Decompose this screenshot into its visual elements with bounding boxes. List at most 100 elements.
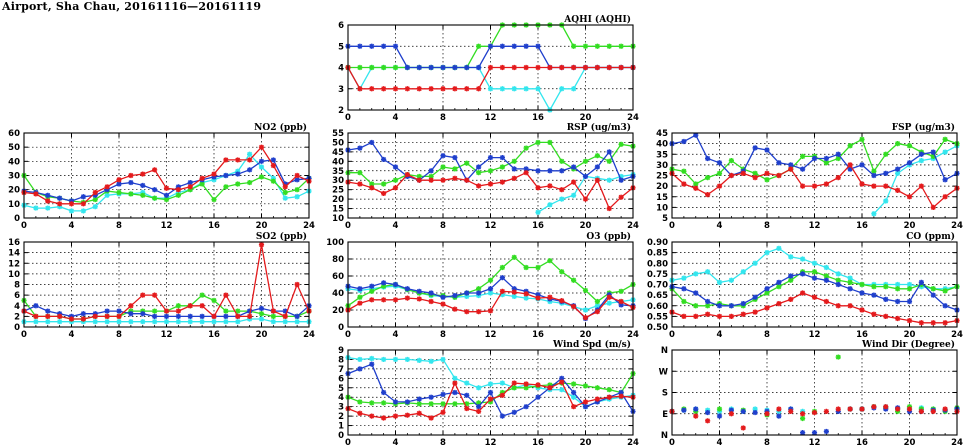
data-point-red (728, 313, 734, 319)
data-point-green (906, 286, 913, 292)
data-point-blue (294, 177, 300, 183)
data-point-red (476, 86, 482, 92)
data-point-cyan (800, 256, 806, 262)
data-point-blue (559, 375, 565, 381)
data-point-green (476, 400, 482, 406)
data-point-green (392, 64, 399, 71)
data-point-blue (693, 406, 699, 412)
data-point-red (930, 204, 936, 210)
data-point-red (104, 184, 110, 190)
data-point-red (883, 404, 889, 410)
data-point-red (499, 288, 505, 294)
data-point-blue (788, 162, 794, 168)
data-point-cyan (282, 319, 288, 325)
plot-frame (23, 241, 310, 328)
data-point-red (835, 406, 841, 412)
data-point-red (199, 303, 205, 309)
data-point-blue (68, 198, 75, 204)
data-point-cyan (618, 173, 624, 180)
data-point-cyan (728, 277, 734, 283)
data-point-green (369, 288, 375, 294)
panel-title: FSP (ug/m3) (892, 122, 955, 133)
data-point-red (547, 183, 553, 189)
data-point-green (859, 281, 865, 288)
data-point-blue (847, 286, 853, 292)
x-tick-label: 12 (809, 330, 821, 340)
data-point-red (942, 320, 948, 326)
data-point-blue (235, 171, 241, 177)
x-tick-label: 16 (532, 330, 544, 340)
data-point-red (33, 191, 39, 197)
panel-title: NO2 (ppb) (254, 122, 307, 133)
data-point-blue (823, 155, 829, 162)
data-point-blue (752, 409, 758, 416)
y-tick-label: 80 (332, 255, 344, 265)
data-point-blue (906, 160, 913, 166)
data-point-blue (871, 172, 877, 179)
y-tick-label: S (662, 389, 668, 399)
data-point-red (918, 183, 924, 189)
data-point-green (511, 385, 517, 391)
x-tick-label: 4 (717, 330, 723, 340)
data-point-cyan (594, 303, 600, 309)
y-tick-label: N (661, 431, 668, 441)
data-point-blue (788, 273, 794, 279)
y-tick-label: 10 (8, 200, 20, 210)
data-point-red (716, 313, 723, 319)
data-point-cyan (45, 319, 51, 325)
data-point-blue (428, 290, 434, 296)
x-tick-label: 20 (904, 438, 916, 447)
data-point-cyan (270, 319, 276, 325)
data-point-green (728, 158, 734, 164)
data-point-cyan (535, 86, 541, 92)
data-point-green (571, 381, 577, 387)
data-point-green (618, 141, 624, 147)
data-point-red (883, 313, 889, 319)
data-point-green (381, 283, 387, 289)
data-point-blue (594, 164, 600, 170)
data-point-blue (80, 194, 86, 200)
y-tick-label: 100 (326, 238, 344, 248)
x-tick-label: 20 (904, 330, 916, 340)
data-point-blue (511, 286, 517, 292)
data-point-red (80, 316, 86, 322)
data-point-blue (895, 298, 901, 305)
data-point-red (381, 415, 387, 421)
data-point-green (175, 192, 181, 198)
x-tick-label: 8 (116, 221, 122, 231)
data-point-cyan (918, 158, 924, 164)
data-point-blue (487, 154, 494, 161)
data-point-cyan (523, 86, 529, 92)
data-point-red (511, 64, 517, 71)
data-point-blue (681, 286, 687, 292)
x-tick-label: 20 (256, 221, 268, 231)
data-point-blue (511, 409, 517, 415)
data-point-red (440, 86, 446, 92)
y-tick-label: 60 (332, 272, 344, 282)
data-point-red (871, 404, 877, 410)
y-tick-label: 0.60 (647, 302, 668, 312)
data-point-green (128, 191, 134, 197)
data-point-blue (523, 404, 529, 410)
data-point-cyan (606, 300, 612, 306)
data-point-green (571, 277, 577, 283)
data-point-green (823, 273, 829, 279)
data-point-green (582, 383, 589, 389)
data-point-green (523, 264, 529, 271)
data-point-green (452, 401, 458, 407)
data-point-green (906, 143, 913, 149)
data-point-blue (847, 166, 853, 172)
data-point-blue (440, 294, 446, 300)
data-point-cyan (258, 316, 265, 322)
data-point-red (571, 64, 577, 71)
data-point-red (823, 408, 829, 414)
x-tick-label: 4 (393, 438, 399, 447)
data-point-cyan (499, 380, 505, 386)
y-tick-label: 55 (332, 129, 344, 139)
data-point-green (357, 64, 363, 71)
data-point-green (547, 382, 553, 388)
x-tick-label: 8 (764, 438, 770, 447)
data-point-green (223, 308, 229, 314)
data-point-blue (116, 308, 122, 314)
panel-title: RSP (ug/m3) (567, 122, 631, 133)
